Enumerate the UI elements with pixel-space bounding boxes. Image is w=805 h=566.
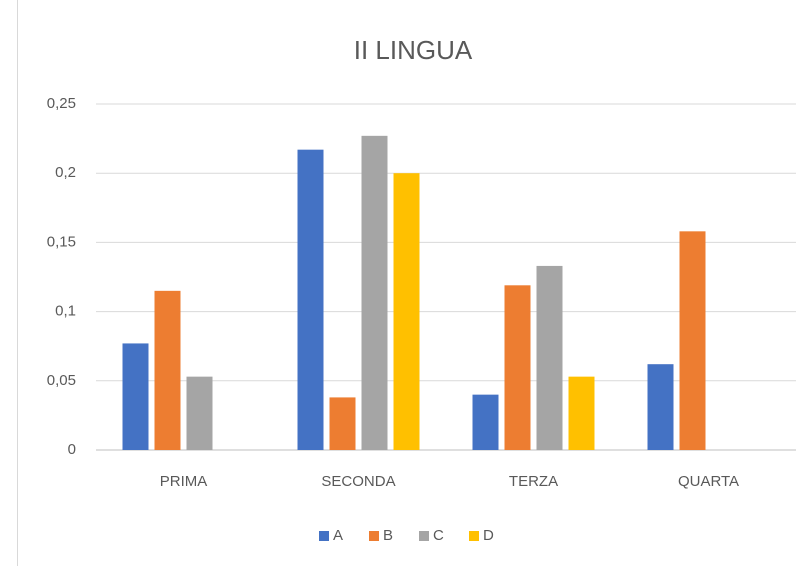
bar (679, 231, 706, 450)
y-tick-label: 0 (68, 441, 76, 458)
bar (393, 173, 420, 450)
bar (568, 376, 595, 450)
chart-title: II LINGUA (354, 35, 473, 65)
x-tick-label: PRIMA (160, 473, 208, 490)
y-tick-label: 0,2 (55, 164, 76, 181)
x-tick-label: TERZA (509, 473, 558, 490)
bar (472, 394, 499, 450)
bar (154, 290, 181, 450)
bar (361, 135, 388, 450)
bar (186, 376, 213, 450)
bar (536, 265, 563, 450)
legend-swatch (419, 531, 429, 541)
bar (297, 149, 324, 450)
bar (504, 285, 531, 450)
legend-swatch (319, 531, 329, 541)
y-tick-label: 0,25 (47, 95, 76, 112)
legend-label: C (433, 527, 444, 544)
y-tick-label: 0,15 (47, 233, 76, 250)
legend-label: B (383, 527, 393, 544)
bar (647, 364, 674, 450)
y-tick-label: 0,05 (47, 372, 76, 389)
legend-swatch (369, 531, 379, 541)
legend-label: D (483, 527, 494, 544)
y-tick-label: 0,1 (55, 303, 76, 320)
x-tick-label: SECONDA (321, 473, 395, 490)
legend-swatch (469, 531, 479, 541)
bar (329, 397, 356, 450)
legend-label: A (333, 527, 343, 544)
x-tick-label: QUARTA (678, 473, 739, 490)
bar (122, 343, 149, 450)
